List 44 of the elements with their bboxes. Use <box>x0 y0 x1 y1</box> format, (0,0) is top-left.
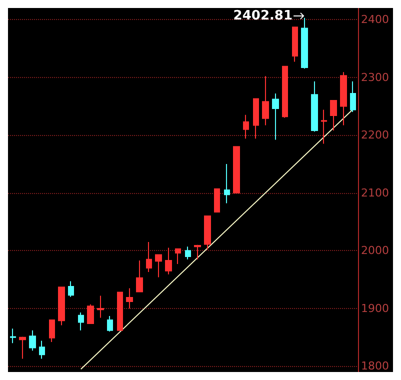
candlestick <box>165 247 172 275</box>
candlestick <box>58 286 65 326</box>
y-tick-label: 2400 <box>361 13 389 26</box>
y-tick-label: 2300 <box>361 70 389 84</box>
candlestick <box>340 72 347 126</box>
candlestick <box>97 295 104 318</box>
y-tick-label: 2200 <box>361 128 389 142</box>
candlestick <box>350 80 356 112</box>
candlestick <box>29 330 36 352</box>
annotation: 2402.81 <box>233 8 293 24</box>
candlestick <box>78 312 84 331</box>
candlestick <box>292 26 298 62</box>
candlestick <box>253 98 259 140</box>
candlestick <box>233 146 240 194</box>
candlestick <box>330 100 337 131</box>
candlestick <box>68 280 74 298</box>
candlestick <box>136 260 143 292</box>
candlestick <box>194 244 201 260</box>
candlestick <box>282 66 288 118</box>
candlestick <box>321 109 327 144</box>
candlestick <box>117 292 123 331</box>
candlestick <box>272 93 279 140</box>
y-tick-label: 2000 <box>361 244 389 258</box>
y-tick-label: 1900 <box>361 302 389 315</box>
candlestick <box>126 288 133 309</box>
candlestick <box>87 304 94 324</box>
y-tick-label: 2100 <box>361 186 389 200</box>
candlestick <box>146 242 152 273</box>
candlestick <box>39 340 45 360</box>
candlestick <box>185 246 191 260</box>
candlestick <box>311 80 318 132</box>
y-tick-label: 1800 <box>361 360 389 373</box>
candlestick <box>301 17 308 70</box>
candlestick <box>49 320 55 342</box>
candlestick <box>224 164 230 204</box>
candlestick <box>262 76 269 126</box>
candlestick <box>107 315 113 332</box>
candlestick <box>204 216 211 250</box>
candlestick <box>155 254 162 278</box>
candlestick <box>175 248 181 264</box>
candlestick <box>19 336 26 360</box>
candlestick <box>214 188 220 212</box>
candlestick <box>10 328 16 344</box>
candlestick <box>243 114 249 140</box>
